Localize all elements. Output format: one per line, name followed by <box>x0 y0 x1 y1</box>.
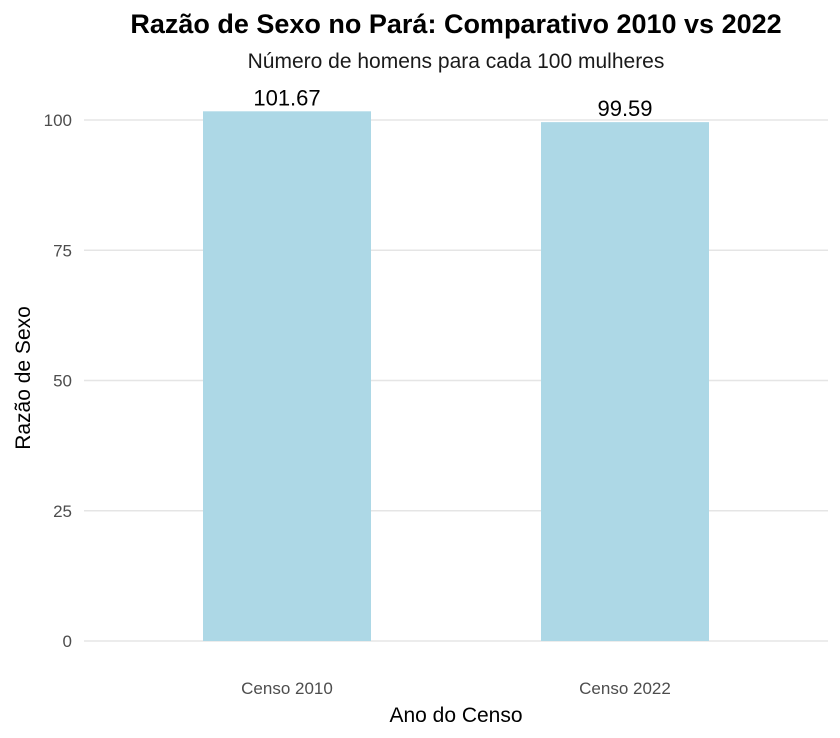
bar <box>203 111 371 641</box>
data-label: 101.67 <box>253 85 320 110</box>
bar <box>541 122 709 641</box>
chart-title: Razão de Sexo no Pará: Comparativo 2010 … <box>130 9 781 39</box>
y-tick-label: 25 <box>53 502 72 521</box>
x-tick-label: Censo 2022 <box>579 679 671 698</box>
x-tick-label: Censo 2010 <box>241 679 333 698</box>
chart-subtitle: Número de homens para cada 100 mulheres <box>248 50 665 73</box>
x-axis-title: Ano do Censo <box>389 704 522 727</box>
data-labels: 101.67 99.59 <box>253 85 652 121</box>
gridlines <box>84 119 828 642</box>
y-axis-ticks: 0 25 50 75 100 <box>44 111 72 651</box>
data-label: 99.59 <box>597 96 652 121</box>
x-axis-ticks: Censo 2010 Censo 2022 <box>241 679 671 698</box>
y-tick-label: 100 <box>44 111 72 130</box>
y-axis-title: Razão de Sexo <box>12 306 35 450</box>
y-tick-label: 50 <box>53 372 72 391</box>
y-tick-label: 75 <box>53 241 72 260</box>
bars <box>203 111 709 641</box>
y-tick-label: 0 <box>63 632 72 651</box>
